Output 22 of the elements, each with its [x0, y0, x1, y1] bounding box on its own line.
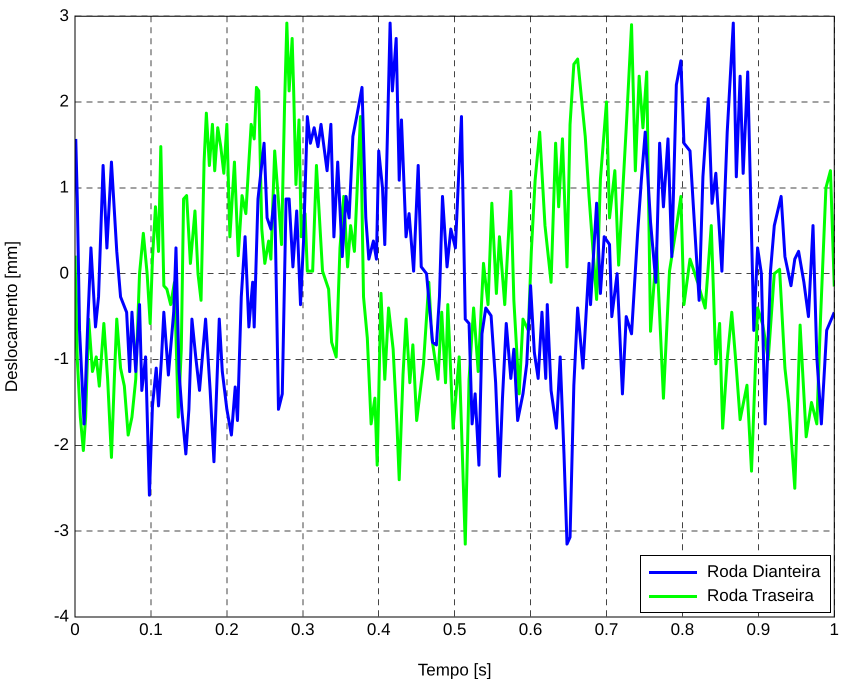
x-tick-label: 0.6: [518, 620, 542, 639]
x-tick-label: 0.5: [442, 620, 466, 639]
y-tick-label: 0: [60, 263, 69, 282]
y-tick-label: 2: [60, 92, 69, 111]
legend-label: Roda Traseira: [707, 586, 814, 606]
x-tick-label: 0.3: [290, 620, 315, 639]
y-tick-label: -2: [54, 435, 69, 454]
legend-label: Roda Dianteira: [707, 562, 820, 582]
x-axis-title: Tempo [s]: [418, 660, 492, 680]
x-tick-label: 0.9: [746, 620, 770, 639]
y-tick-label: -3: [54, 520, 69, 540]
y-axis-title: Deslocamento [mm]: [2, 241, 21, 392]
y-tick-label: -1: [54, 349, 69, 368]
x-tick-label: 0.7: [594, 620, 618, 639]
y-tick-label: 3: [60, 6, 69, 25]
x-tick-label: 0.4: [366, 620, 391, 639]
y-tick-label: -4: [54, 606, 69, 626]
x-tick-label: 0.1: [139, 620, 163, 639]
x-tick-label: 0.2: [215, 620, 239, 639]
y-tick-label: 1: [60, 178, 69, 197]
x-tick-label: 0.8: [670, 620, 694, 639]
x-tick-label: 1: [830, 620, 840, 639]
